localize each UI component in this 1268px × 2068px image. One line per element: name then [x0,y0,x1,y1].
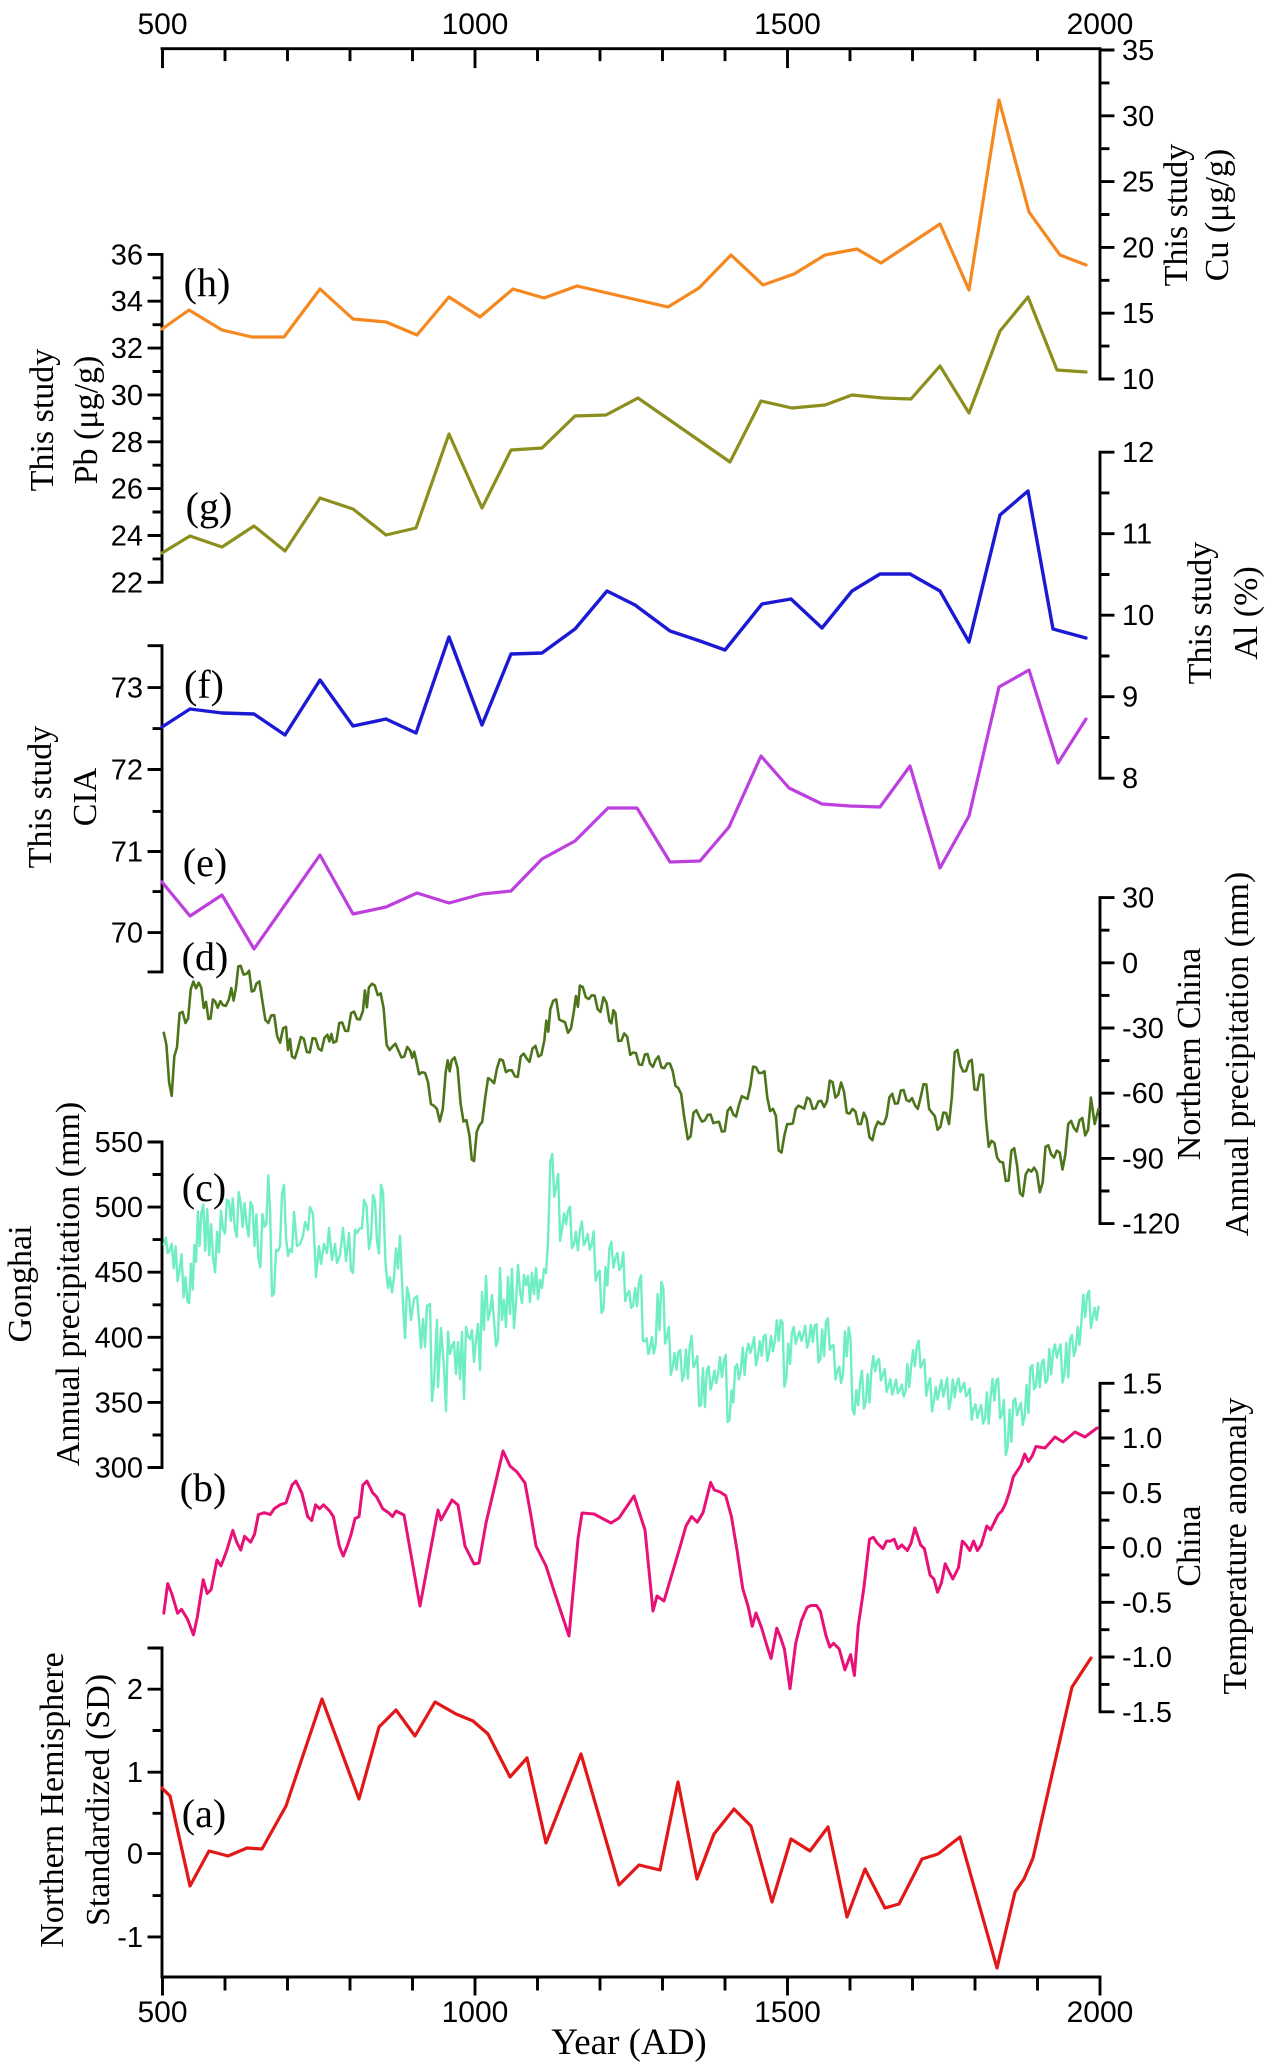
svg-text:1000: 1000 [442,1996,509,2029]
svg-text:-90: -90 [1122,1143,1164,1175]
svg-text:(c): (c) [182,1165,226,1210]
svg-text:30: 30 [1122,101,1154,133]
svg-text:1: 1 [127,1757,143,1789]
svg-text:-60: -60 [1122,1078,1164,1110]
svg-text:0.5: 0.5 [1122,1478,1162,1510]
svg-text:Standardized (SD): Standardized (SD) [80,1674,117,1926]
svg-text:-30: -30 [1122,1013,1164,1045]
svg-text:300: 300 [95,1453,143,1485]
svg-text:500: 500 [137,8,187,41]
svg-text:1500: 1500 [754,1996,821,2029]
svg-text:350: 350 [95,1387,143,1419]
svg-text:Annual precipitation (mm): Annual precipitation (mm) [50,1102,87,1466]
svg-text:500: 500 [137,1996,187,2029]
svg-text:25: 25 [1122,167,1154,199]
svg-text:0: 0 [127,1839,143,1871]
svg-text:26: 26 [111,474,143,506]
svg-text:70: 70 [111,918,143,950]
svg-text:0.0: 0.0 [1122,1533,1162,1565]
svg-text:1500: 1500 [754,8,821,41]
svg-text:36: 36 [111,239,143,271]
svg-text:30: 30 [111,380,143,412]
svg-text:71: 71 [111,837,143,869]
svg-text:2000: 2000 [1067,1996,1134,2029]
svg-text:CIA: CIA [67,767,104,826]
svg-text:(g): (g) [186,484,233,529]
svg-text:15: 15 [1122,298,1154,330]
svg-text:-1: -1 [117,1922,143,1954]
svg-text:(e): (e) [183,840,227,885]
svg-text:24: 24 [111,521,143,553]
svg-text:(b): (b) [180,1465,227,1510]
svg-text:This study: This study [22,726,59,869]
svg-text:Year (AD): Year (AD) [551,2022,707,2063]
svg-text:8: 8 [1122,763,1138,795]
svg-text:1.0: 1.0 [1122,1423,1162,1455]
svg-text:Annual precipitation (mm): Annual precipitation (mm) [1219,872,1256,1236]
svg-text:10: 10 [1122,364,1154,396]
svg-text:1.5: 1.5 [1122,1368,1162,1400]
svg-text:550: 550 [95,1127,143,1159]
svg-text:Gonghai: Gonghai [2,1225,39,1342]
svg-text:Temperature anomaly: Temperature anomaly [1217,1398,1254,1695]
svg-text:-0.5: -0.5 [1122,1587,1172,1619]
svg-text:Al (%): Al (%) [1228,566,1265,659]
svg-text:11: 11 [1122,519,1152,551]
svg-text:73: 73 [111,673,143,705]
svg-text:Cu (μg/g): Cu (μg/g) [1199,149,1236,282]
svg-text:China: China [1171,1505,1208,1586]
svg-text:450: 450 [95,1257,143,1289]
svg-text:(d): (d) [182,934,229,979]
svg-text:Northern China: Northern China [1171,948,1208,1160]
svg-text:-1.5: -1.5 [1122,1697,1172,1729]
svg-text:35: 35 [1122,35,1154,67]
svg-text:22: 22 [111,567,143,599]
svg-text:500: 500 [95,1192,143,1224]
svg-text:2000: 2000 [1067,8,1134,41]
svg-text:400: 400 [95,1322,143,1354]
svg-text:10: 10 [1122,600,1154,632]
svg-text:Pb (μg/g): Pb (μg/g) [68,356,105,485]
svg-text:12: 12 [1122,437,1154,469]
svg-text:28: 28 [111,427,143,459]
svg-text:-120: -120 [1122,1209,1180,1241]
svg-text:This study: This study [1158,144,1195,287]
svg-text:This study: This study [24,349,61,492]
svg-text:34: 34 [111,286,143,318]
svg-text:-1.0: -1.0 [1122,1642,1172,1674]
svg-text:2: 2 [127,1674,143,1706]
svg-text:9: 9 [1122,682,1138,714]
svg-text:(f): (f) [184,662,224,707]
svg-text:32: 32 [111,333,143,365]
svg-text:72: 72 [111,755,143,787]
svg-text:1000: 1000 [442,8,509,41]
svg-text:This study: This study [1182,542,1219,685]
svg-text:30: 30 [1122,883,1154,915]
svg-text:20: 20 [1122,232,1154,264]
svg-text:0: 0 [1122,948,1138,980]
svg-text:(a): (a) [182,1791,226,1836]
svg-text:(h): (h) [184,260,231,305]
svg-text:Northern Hemisphere: Northern Hemisphere [34,1652,71,1948]
